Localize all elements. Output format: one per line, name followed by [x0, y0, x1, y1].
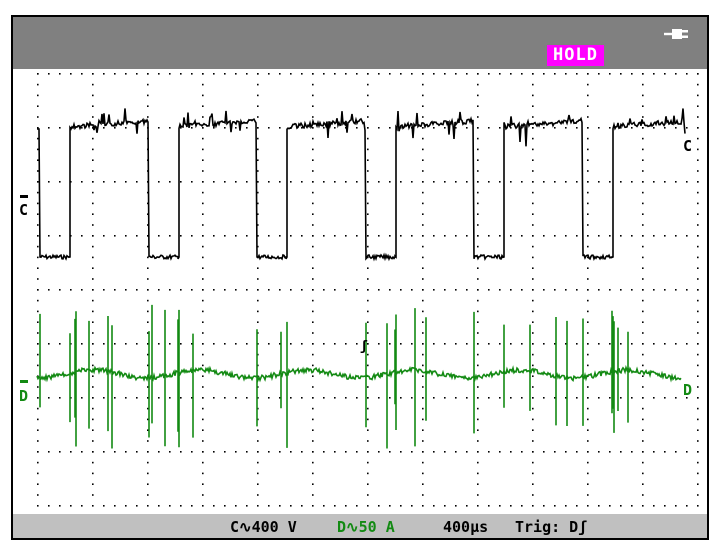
channel-d-ground-marker: [20, 380, 28, 383]
display-frame: HOLD C D C D ʃ C∿400 V D∿50 A 400µs Trig…: [11, 15, 709, 540]
graticule-grid: [37, 73, 699, 507]
trigger-readout: Trig: Dʃ: [515, 518, 588, 536]
bottom-status-bar: C∿400 V D∿50 A 400µs Trig: Dʃ: [13, 514, 707, 538]
channel-d-scale: D∿50 A: [337, 518, 395, 536]
channel-c-label-left: C: [19, 201, 29, 219]
channel-d-label-right: D: [683, 381, 693, 399]
plug-icon: [664, 29, 688, 39]
timebase-readout: 400µs: [443, 518, 489, 536]
hold-indicator: HOLD: [547, 45, 604, 66]
channel-d-label-left: D: [19, 387, 29, 405]
channel-c-ground-marker: [20, 195, 28, 198]
waveform-area: [36, 73, 699, 507]
channel-c-scale: C∿400 V: [230, 518, 297, 536]
channel-c-label-right: C: [683, 137, 693, 155]
top-status-bar: HOLD: [13, 17, 707, 69]
channel-d-trace: [36, 304, 682, 449]
channel-c-trace: [37, 108, 686, 262]
trigger-position-marker: ʃ: [360, 339, 368, 354]
